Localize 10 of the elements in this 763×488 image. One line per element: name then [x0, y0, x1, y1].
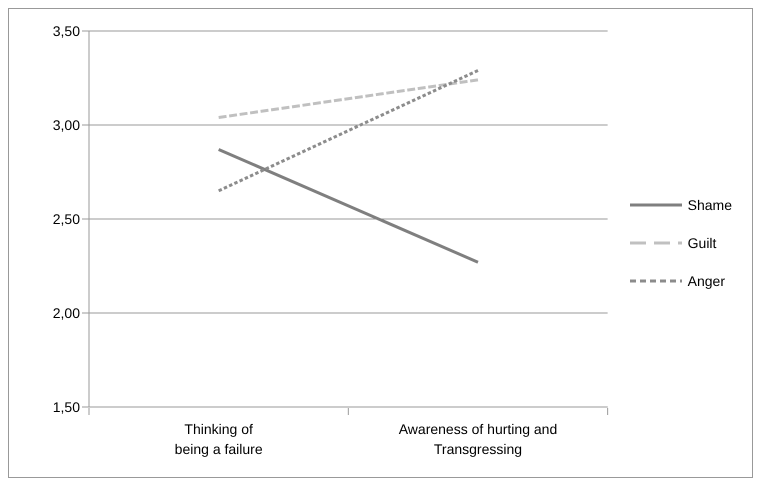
x-tick-label: Thinking of being a failure — [174, 421, 263, 457]
legend-label: Anger — [688, 273, 725, 289]
y-tick-label: 2,00 — [52, 304, 80, 321]
legend-label: Shame — [688, 197, 732, 213]
y-tick-label: 3,00 — [52, 116, 80, 133]
legend-label: Guilt — [688, 235, 716, 251]
y-tick-label: 3,50 — [52, 22, 80, 39]
x-tick-label: Awareness of hurting and Transgressing — [398, 421, 558, 457]
y-tick-label: 1,50 — [52, 398, 80, 415]
y-tick-label: 2,50 — [52, 210, 80, 227]
